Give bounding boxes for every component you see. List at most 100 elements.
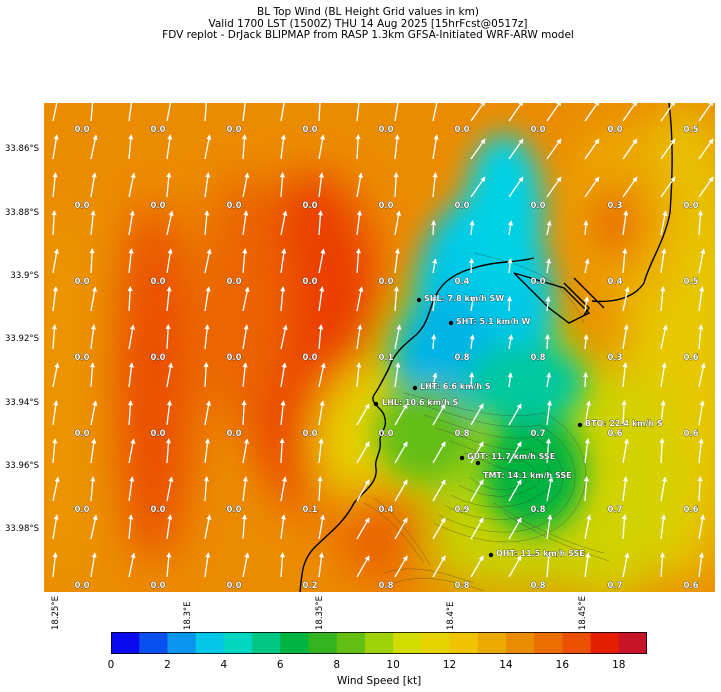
wind-arrow: [394, 248, 400, 274]
wind-arrow: [507, 258, 513, 274]
wind-arrow: [128, 476, 135, 502]
wind-arrow: [698, 514, 706, 540]
grid-value: 0.8: [530, 353, 545, 363]
station-dot: [373, 401, 379, 407]
wind-arrow: [280, 514, 286, 540]
wind-arrow: [660, 138, 676, 160]
wind-arrow: [356, 479, 370, 502]
colorbar-tick-label: 10: [386, 659, 400, 671]
wind-arrow: [89, 247, 95, 274]
wind-arrow: [241, 514, 247, 540]
wind-arrow: [622, 476, 628, 502]
station-dot: [475, 460, 481, 466]
wind-arrow: [660, 286, 666, 312]
x-tick-label-3: 18.4°E: [446, 601, 456, 630]
grid-value: 0.0: [150, 581, 165, 591]
wind-arrow: [622, 138, 638, 160]
colorbar-segment: [223, 632, 253, 654]
wind-arrow: [508, 479, 522, 502]
wind-arrow: [468, 257, 475, 274]
grid-value: 0.0: [226, 353, 241, 363]
grid-value: 0.0: [530, 201, 545, 211]
wind-arrow: [660, 476, 668, 502]
wind-arrow: [280, 286, 286, 312]
wind-arrow: [204, 324, 210, 350]
wind-arrow: [204, 552, 211, 578]
grid-value: 0.0: [378, 201, 393, 211]
wind-arrow: [508, 138, 524, 160]
wind-arrow: [508, 403, 522, 426]
station-dot: [416, 297, 422, 303]
wind-arrow: [584, 138, 600, 160]
y-tick-label-4: 33.94°S: [5, 398, 39, 408]
grid-value: 0.7: [607, 505, 622, 515]
wind-arrow: [659, 552, 665, 578]
wind-arrow: [165, 323, 171, 350]
wind-arrow: [470, 103, 486, 122]
wind-arrow: [90, 134, 98, 160]
wind-arrow: [660, 362, 667, 388]
grid-value: 0.8: [454, 581, 469, 591]
grid-value: 0.0: [454, 125, 469, 135]
wind-arrow: [242, 103, 246, 122]
wind-arrow: [166, 400, 172, 426]
colorbar-segment: [364, 632, 394, 654]
wind-arrow: [582, 371, 589, 388]
colorbar-segment: [336, 632, 366, 654]
wind-arrow: [660, 176, 676, 198]
colorbar-segment: [562, 632, 592, 654]
wind-arrow: [241, 399, 247, 426]
grid-value: 0.0: [150, 505, 165, 515]
wind-arrow: [394, 403, 408, 426]
wind-arrow: [52, 438, 58, 464]
wind-arrow: [394, 103, 399, 122]
wind-map-svg: 0.0 0.0 0.0 0.0 0.0 0.0 0.0 0.0 0.5 0.0 0.0 0.0 0.0 0…: [44, 103, 715, 592]
grid-value: 0.0: [302, 125, 317, 135]
wind-arrow: [52, 134, 59, 160]
wind-arrow: [698, 438, 704, 464]
wind-arrow: [545, 438, 551, 464]
wind-arrow: [660, 103, 676, 122]
wind-arrow: [698, 138, 714, 160]
wind-arrow: [166, 514, 173, 540]
wind-arrow: [432, 403, 446, 426]
wind-arrows: [51, 103, 714, 578]
wind-arrow: [470, 138, 486, 160]
x-tick-label-0: 18.25°E: [51, 596, 61, 630]
wind-arrow: [241, 134, 247, 160]
colorbar-segment: [590, 632, 620, 654]
wind-arrow: [506, 295, 513, 312]
wind-arrow: [584, 258, 590, 274]
colorbar-tick-label: 0: [107, 659, 115, 671]
wind-arrow: [660, 514, 666, 540]
wind-arrow: [394, 324, 402, 350]
wind-arrow: [52, 552, 58, 578]
grid-value: 0.0: [302, 429, 317, 439]
wind-arrow: [432, 479, 446, 502]
station-label: SHL: 7.8 km/h SW: [424, 294, 504, 303]
wind-arrow: [280, 362, 287, 388]
wind-arrow: [203, 361, 209, 388]
wind-arrow: [128, 362, 134, 388]
grid-value: 0.1: [378, 353, 393, 363]
title-line-1: BL Top Wind (BL Height Grid values in km…: [257, 6, 479, 18]
wind-arrow: [128, 324, 136, 350]
wind-arrow: [584, 103, 600, 122]
colorbar-segment: [618, 632, 648, 654]
wind-arrow: [356, 403, 370, 426]
wind-arrow: [204, 248, 212, 274]
wind-arrow: [697, 475, 703, 502]
wind-arrow: [432, 134, 439, 160]
wind-arrow: [318, 514, 326, 540]
station-label: LHT: 6.6 km/h S: [420, 382, 491, 391]
wind-arrow: [355, 133, 361, 160]
wind-arrow: [432, 372, 438, 388]
station-dot: [448, 320, 454, 326]
y-tick-label-5: 33.96°S: [5, 461, 39, 471]
grid-value: 0.9: [454, 505, 469, 515]
wind-arrow: [356, 103, 360, 122]
wind-arrow: [698, 248, 706, 274]
wind-arrow: [356, 441, 370, 464]
wind-arrow: [546, 138, 562, 160]
wind-arrow: [393, 171, 399, 198]
